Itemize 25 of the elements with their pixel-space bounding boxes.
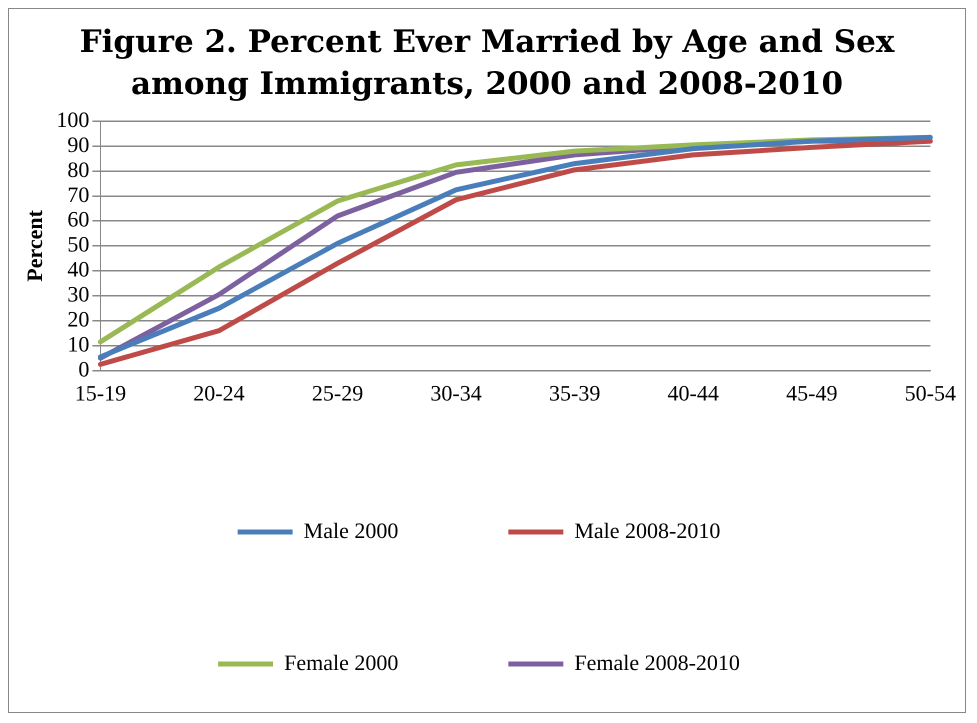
- y-tick-label: 10: [67, 331, 90, 356]
- legend-label: Female 2008-2010: [574, 650, 740, 675]
- x-tick-label: 20-24: [193, 380, 245, 406]
- y-tick-label: 70: [67, 182, 90, 207]
- y-tick-label: 60: [67, 206, 90, 232]
- y-tick-label: 20: [67, 306, 90, 332]
- x-tick-label: 25-29: [312, 380, 364, 406]
- y-tick-label: 50: [67, 232, 90, 257]
- legend-label: Male 2008-2010: [574, 518, 720, 543]
- x-tick-label: 35-39: [548, 380, 600, 406]
- chart-title: Figure 2. Percent Ever Married by Age and Sex among Immigrants, 2000 and 2008-2010: [78, 23, 896, 104]
- legend-label: Female 2000: [284, 650, 398, 675]
- x-tick-label: 30-34: [430, 380, 482, 406]
- x-tick-label: 50-54: [904, 380, 956, 406]
- x-tick-label: 15-19: [74, 380, 126, 406]
- y-tick-label: 80: [67, 156, 90, 182]
- y-tick-label: 40: [67, 256, 90, 282]
- y-axis-title: Percent: [22, 209, 47, 282]
- y-tick-label: 30: [67, 282, 90, 307]
- y-tick-label: 90: [67, 132, 90, 157]
- y-tick-label: 100: [56, 106, 90, 132]
- y-tick-label: 0: [78, 356, 90, 382]
- x-tick-label: 45-49: [786, 380, 838, 406]
- x-tick-label: 40-44: [668, 380, 719, 406]
- legend-label: Male 2000: [304, 518, 398, 543]
